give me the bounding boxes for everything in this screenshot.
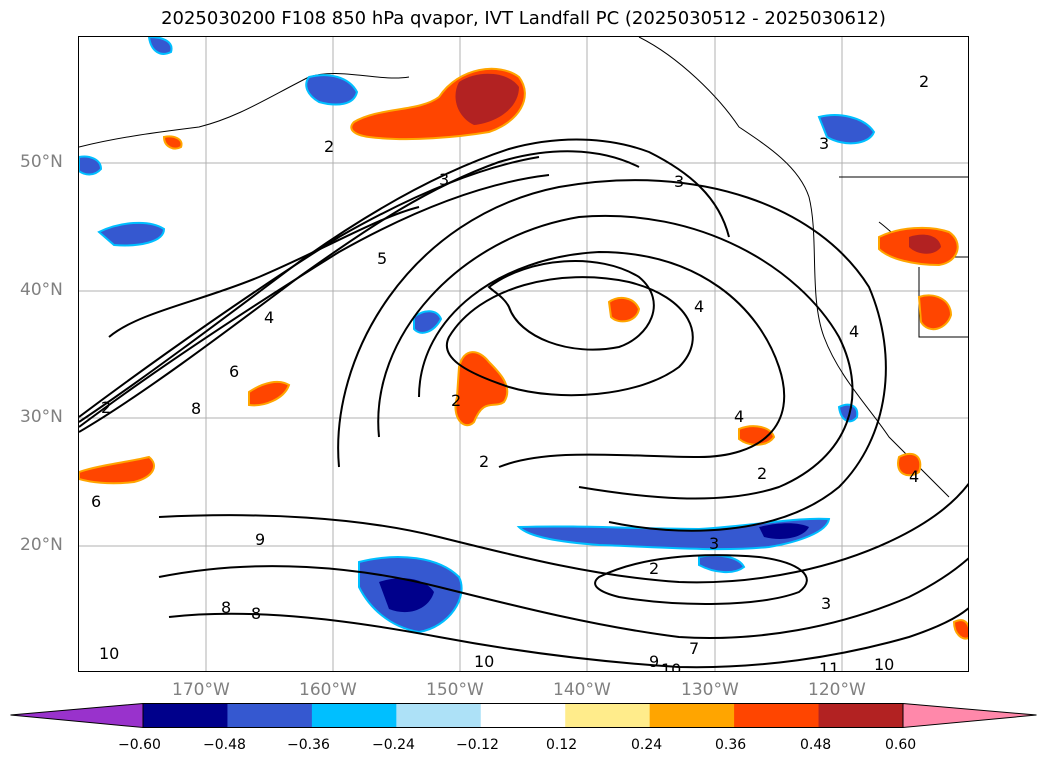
colorbar-tick: 0.48: [800, 737, 832, 753]
contour-labels: 2 3 5 4 6 2 8 2 2 4 3 4 2 3 6 9 8 8 10 1…: [91, 72, 929, 672]
lon-label-170w: 170°W: [172, 680, 230, 700]
contour-label: 8: [251, 604, 261, 623]
contour-label: 9: [255, 530, 265, 549]
contour-label: 2: [757, 464, 767, 483]
contour-label: 2: [919, 72, 929, 91]
contour-label: 5: [377, 249, 387, 268]
contour-label: 3: [674, 172, 684, 191]
colorbar-tick: 0.36: [715, 737, 747, 753]
colorbar-tick: −0.60: [118, 737, 161, 753]
lat-label-20n: 20°N: [20, 535, 63, 555]
colorbar-tick: −0.48: [203, 737, 246, 753]
contour-label: 4: [909, 467, 919, 486]
colorbar-segment: [565, 703, 651, 728]
lon-label-160w: 160°W: [299, 680, 357, 700]
colorbar-tick: −0.36: [287, 737, 330, 753]
figure-title: 2025030200 F108 850 hPa qvapor, IVT Land…: [161, 8, 886, 29]
colorbar-segment: [311, 703, 397, 728]
contour-label: 3: [821, 594, 831, 613]
colorbar-tick: 0.60: [885, 737, 917, 753]
negative-anomaly-fills: [79, 37, 876, 634]
gridlines: [79, 37, 968, 671]
contour-label: 2: [479, 452, 489, 471]
contour-label: 3: [819, 134, 829, 153]
colorbar-segment: [649, 703, 735, 728]
colorbar-extend-high: [903, 703, 1037, 728]
lon-label-130w: 130°W: [681, 680, 739, 700]
colorbar-tick: 0.24: [631, 737, 663, 753]
colorbar-segment: [734, 703, 820, 728]
ivt-contours: [79, 138, 968, 669]
contour-label: 4: [694, 297, 704, 316]
colorbar-segment: [818, 703, 904, 728]
contour-label: 3: [439, 170, 449, 189]
colorbar-extend-low: [10, 703, 143, 728]
colorbar-segment: [227, 703, 313, 728]
map-svg: 2 3 5 4 6 2 8 2 2 4 3 4 2 3 6 9 8 8 10 1…: [79, 37, 968, 672]
lon-label-140w: 140°W: [553, 680, 611, 700]
contour-label: 8: [191, 399, 201, 418]
contour-label: 2: [649, 559, 659, 578]
positive-anomaly-fills: [79, 67, 968, 640]
contour-label: 6: [229, 362, 239, 381]
colorbar-segment: [396, 703, 482, 728]
contour-label: 10: [874, 655, 894, 672]
colorbar-segment: [143, 703, 228, 728]
contour-label: 2: [451, 391, 461, 410]
contour-label: 2: [324, 137, 334, 156]
contour-label: 8: [221, 598, 231, 617]
contour-label: 10: [474, 652, 494, 671]
contour-label: 7: [689, 639, 699, 658]
colorbar-tick: −0.12: [456, 737, 499, 753]
colorbar: [10, 703, 1037, 729]
lat-label-50n: 50°N: [20, 152, 63, 172]
colorbar-tick: 0.12: [546, 737, 578, 753]
lat-label-30n: 30°N: [20, 407, 63, 427]
contour-label: 4: [264, 308, 274, 327]
lon-label-150w: 150°W: [426, 680, 484, 700]
colorbar-tick: −0.24: [372, 737, 415, 753]
lat-label-40n: 40°N: [20, 280, 63, 300]
contour-label: 11: [819, 659, 839, 672]
contour-label: 3: [709, 534, 719, 553]
contour-label: 2: [101, 398, 111, 417]
contour-label: 10: [661, 660, 681, 672]
contour-label: 4: [849, 322, 859, 341]
contour-label: 10: [99, 644, 119, 663]
lon-label-120w: 120°W: [808, 680, 866, 700]
map-panel: 2 3 5 4 6 2 8 2 2 4 3 4 2 3 6 9 8 8 10 1…: [78, 36, 969, 672]
colorbar-segment: [480, 703, 566, 728]
contour-label: 9: [649, 652, 659, 671]
contour-label: 6: [91, 492, 101, 511]
contour-label: 4: [734, 407, 744, 426]
